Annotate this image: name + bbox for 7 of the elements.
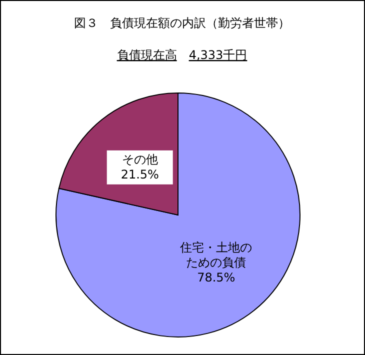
pie-slice xyxy=(56,92,300,338)
slice-label: 住宅・土地のための負債 xyxy=(179,240,252,270)
chart-subtitle: 負債現在高 4,333千円 xyxy=(116,48,248,62)
data-label: 21.5% xyxy=(120,168,159,182)
slice-label: その他 xyxy=(122,152,158,167)
data-label: 78.5% xyxy=(197,270,236,284)
chart-title: 図３ 負債現在額の内訳（勤労者世帯） xyxy=(74,16,290,30)
